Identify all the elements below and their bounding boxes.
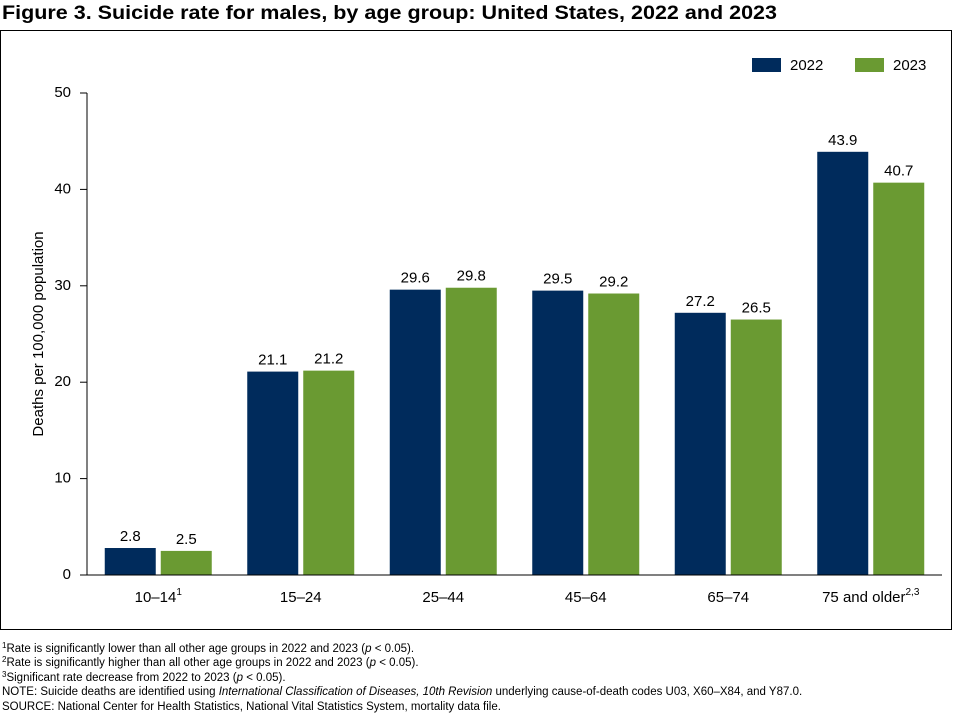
legend-swatch [855, 58, 884, 72]
footnote-mark: 1 [2, 641, 7, 650]
x-tick-label: 10–141 [135, 587, 183, 606]
bar [389, 289, 441, 575]
source: SOURCE: National Center for Health Stati… [2, 700, 501, 713]
bar [445, 287, 497, 575]
legend-swatch [752, 58, 781, 72]
data-label: 29.5 [543, 271, 572, 288]
footnote: 2Rate is significantly higher than all o… [2, 656, 802, 670]
chart: Figure 3. Suicide rate for males, by age… [0, 3, 952, 630]
bar [873, 182, 925, 576]
footnote-text: < 0.05). [371, 643, 415, 655]
footnote-mark: 3 [2, 669, 7, 679]
y-tick-label: 10 [54, 470, 71, 487]
data-label: 21.1 [258, 352, 287, 369]
footnote: 1Rate is significantly lower than all ot… [2, 642, 802, 656]
category-name: 45–64 [565, 589, 607, 606]
note: NOTE: Suicide deaths are identified usin… [2, 685, 802, 699]
category-note: 1 [176, 587, 182, 598]
data-label: 2.8 [120, 528, 141, 545]
data-label: 29.6 [401, 270, 430, 287]
bar [104, 548, 156, 575]
footnote-text: Rate is significantly lower than all oth… [6, 643, 366, 655]
note-text: International Classification of Diseases… [218, 686, 493, 699]
x-tick-label: 65–74 [707, 589, 749, 606]
x-tick-label: 75 and older2,3 [822, 587, 920, 606]
notes: 1Rate is significantly lower than all ot… [2, 642, 802, 714]
note-text: NOTE: Suicide deaths are identified usin… [2, 686, 219, 699]
data-label: 40.7 [884, 163, 913, 180]
data-label: 29.8 [457, 268, 486, 285]
footnote-text: Significant rate decrease from 2022 to 2… [6, 671, 237, 684]
data-label: 21.2 [314, 351, 343, 368]
bar [303, 370, 355, 575]
footnote-text: p [236, 671, 243, 684]
category-name: 25–44 [422, 589, 464, 606]
y-tick-label: 20 [54, 373, 71, 390]
bar [674, 312, 726, 575]
data-label: 43.9 [828, 132, 857, 149]
bar [588, 293, 640, 575]
x-tick-label: 15–24 [280, 589, 322, 606]
footnote-text: p [365, 643, 372, 655]
category-name: 10–14 [135, 589, 177, 606]
bar [730, 319, 782, 575]
footnote-text: p [369, 657, 376, 670]
category-name: 65–74 [707, 589, 749, 606]
bar [532, 290, 584, 575]
bar [247, 371, 299, 575]
chart-frame [0, 30, 952, 630]
data-label: 2.5 [176, 531, 197, 548]
x-tick-label: 45–64 [565, 589, 607, 606]
footnote-text: Rate is significantly higher than all ot… [6, 657, 370, 670]
footnote-text: < 0.05). [243, 671, 286, 684]
legend-label: 2022 [790, 57, 823, 74]
bar [160, 550, 212, 575]
chart-title: Figure 3. Suicide rate for males, by age… [2, 3, 777, 24]
category-note: 2,3 [906, 587, 920, 598]
footnote-text: < 0.05). [376, 657, 419, 670]
y-tick-label: 50 [54, 84, 71, 101]
data-label: 27.2 [686, 293, 715, 310]
footnote: 3Significant rate decrease from 2022 to … [2, 669, 802, 685]
category-name: 75 and older [822, 589, 905, 606]
data-label: 29.2 [599, 273, 628, 290]
y-tick-label: 0 [63, 566, 71, 583]
data-label: 26.5 [742, 300, 771, 317]
note-text: underlying cause-of-death codes U03, X60… [492, 686, 803, 699]
x-tick-label: 25–44 [422, 589, 464, 606]
category-name: 15–24 [280, 589, 322, 606]
y-axis-label: Deaths per 100,000 population [30, 231, 47, 436]
legend-label: 2023 [893, 57, 926, 74]
y-tick-label: 40 [54, 180, 71, 197]
y-tick-label: 30 [54, 277, 71, 294]
footnote-mark: 2 [2, 655, 7, 665]
bar [817, 151, 869, 575]
